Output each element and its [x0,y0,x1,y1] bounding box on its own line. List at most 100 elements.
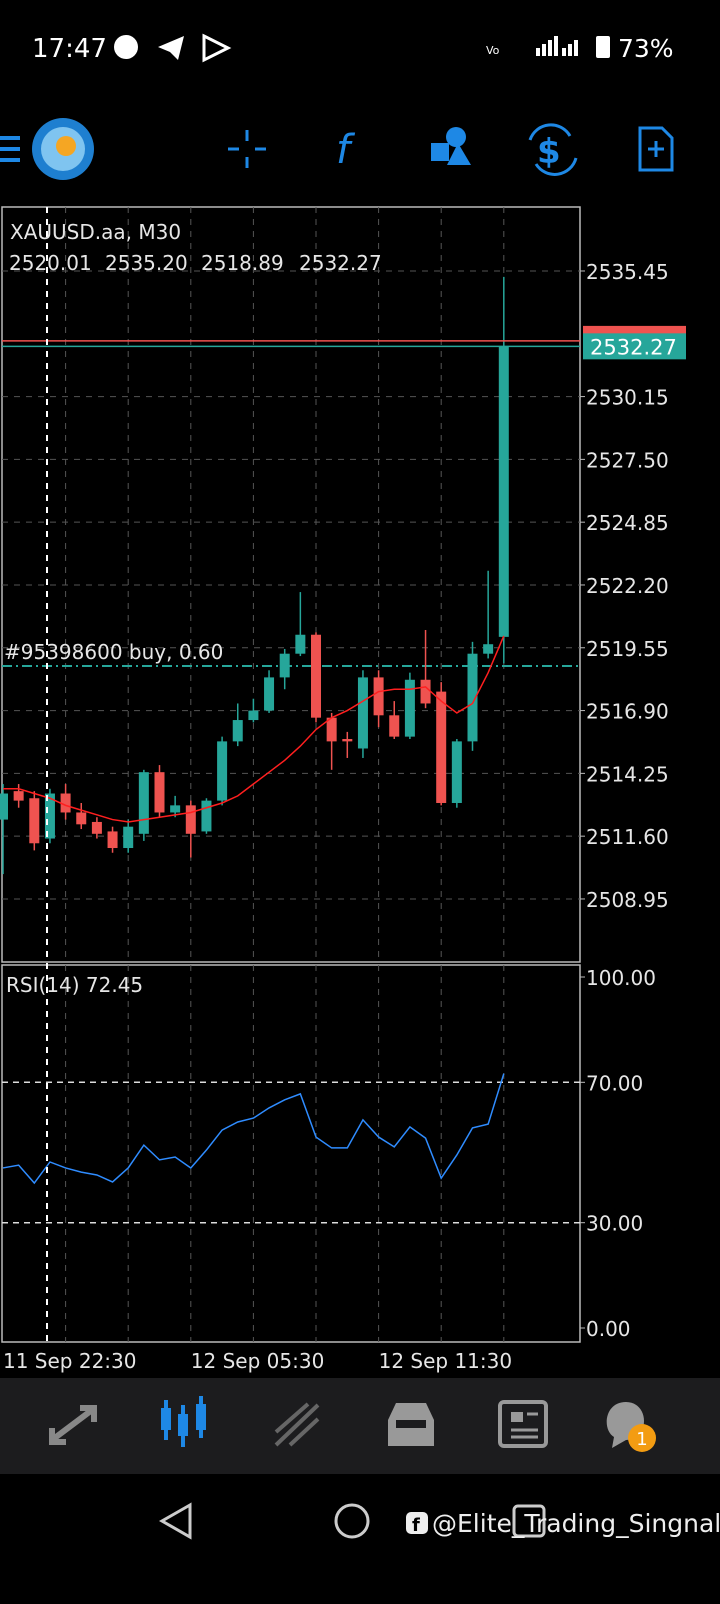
quotes-tab[interactable] [49,1405,97,1445]
home-button[interactable] [334,1503,370,1539]
candle-body [170,805,181,813]
chat-tab[interactable]: 1 [606,1402,656,1452]
status-bar: 17:47 Vo 73% [32,33,674,64]
y-tick-label: 2514.25 [586,762,669,786]
rsi-tick-label: 100.00 [586,966,656,990]
tab-bar [0,1378,720,1474]
y-tick-label: 2530.15 [586,386,669,410]
rsi-line [2,1073,505,1185]
status-icon [202,33,232,63]
moving-average [3,635,505,823]
y-tick-label: 2516.90 [586,700,669,724]
candle-body [0,793,8,820]
y-tick-label: 2524.85 [586,511,669,535]
recents-button[interactable] [512,1504,546,1538]
toolbar: f $ [0,118,674,180]
ohlc-open: 2520.01 [9,251,92,275]
watermark: @Elite_Trading_Singnal [432,1509,720,1538]
x-tick-label: 12 Sep 11:30 [379,1349,512,1373]
candle-body [138,772,149,834]
candle-body [467,653,478,742]
y-tick-label: 2527.50 [586,448,669,472]
candle-body [44,793,55,839]
candle-body [13,791,24,801]
order-label: #95398600 buy, 0.60 [4,640,223,664]
candle-body [123,826,134,849]
candle-body [279,653,290,678]
signal-icon [536,36,578,56]
status-icon [114,35,138,59]
candle-body [498,346,509,637]
rsi-tick-label: 30.00 [586,1212,643,1236]
objects-button[interactable] [431,127,471,165]
facebook-icon [406,1512,428,1534]
battery-icon [596,36,610,58]
trade-button-arrows [528,123,578,176]
candle-body [76,812,87,825]
x-tick-label: 12 Sep 05:30 [191,1349,324,1373]
app-logo[interactable] [32,118,94,180]
candle-body [107,831,118,849]
candle-body [420,679,431,704]
candle-body [357,677,368,749]
facebook-glyph: f [412,1515,420,1536]
trade-tab[interactable] [274,1402,320,1447]
y-tick-label: 2519.55 [586,637,669,661]
chart-plot: 2535.45 2530.15 2527.50 2524.85 2522.20 2519.… [0,207,669,1342]
candle-body [91,821,102,834]
candle-body [342,739,353,742]
candle-body [436,691,447,803]
y-tick-label: 2511.60 [586,825,669,849]
system-nav: f @Elite_Trading_Singnal [158,1502,720,1540]
rsi-tick-label: 0.00 [586,1317,631,1341]
chat-badge: 1 [636,1429,647,1450]
battery-level: 73% [618,34,674,63]
y-tick-label: 2522.20 [586,574,669,598]
new-order-button[interactable] [638,126,674,172]
ohlc-low: 2518.89 [201,251,284,275]
ohlc-close: 2532.27 [299,251,382,275]
ohlc-high: 2535.20 [105,251,188,275]
news-tab[interactable] [498,1400,548,1448]
menu-button[interactable] [0,136,20,162]
candle-body [248,710,259,721]
bid-tag [583,333,686,360]
ask-tag [583,325,686,334]
candle-body [185,805,196,834]
trade-button[interactable]: $ [537,132,561,172]
clock: 17:47 [32,34,107,64]
candle-body [404,679,415,737]
candle-body [389,715,400,737]
ohlc-readout: 2520.01 2535.20 2518.89 2532.27 [9,251,382,275]
candle-body [154,772,165,813]
candle-body [201,800,212,832]
candle-body [326,717,337,742]
candle-body [483,644,494,654]
candle-body [295,634,306,654]
candle-body [29,798,40,844]
candle-body [60,793,71,813]
candle-body [373,677,384,716]
y-tick-label: 2535.45 [586,260,669,284]
symbol-label: XAUUSD.aa, M30 [10,220,181,244]
back-button[interactable] [158,1502,192,1540]
volte-icon: Vo [486,44,500,57]
status-icon [158,36,184,60]
bid-tag-label: 2532.27 [590,335,677,359]
candle-body [311,634,321,718]
crosshair-button[interactable] [228,130,266,168]
history-tab[interactable] [388,1403,434,1446]
candle-body [232,720,243,742]
x-tick-label: 11 Sep 22:30 [3,1349,137,1373]
rsi-label: RSI(14) 72.45 [6,973,143,997]
candle-body [264,677,275,711]
candle-body [451,741,462,803]
y-tick-label: 2508.95 [586,888,669,912]
candle-body [217,741,228,801]
rsi-pane-frame [1,964,581,1343]
chart-tab[interactable] [161,1396,206,1447]
rsi-tick-label: 70.00 [586,1071,643,1095]
